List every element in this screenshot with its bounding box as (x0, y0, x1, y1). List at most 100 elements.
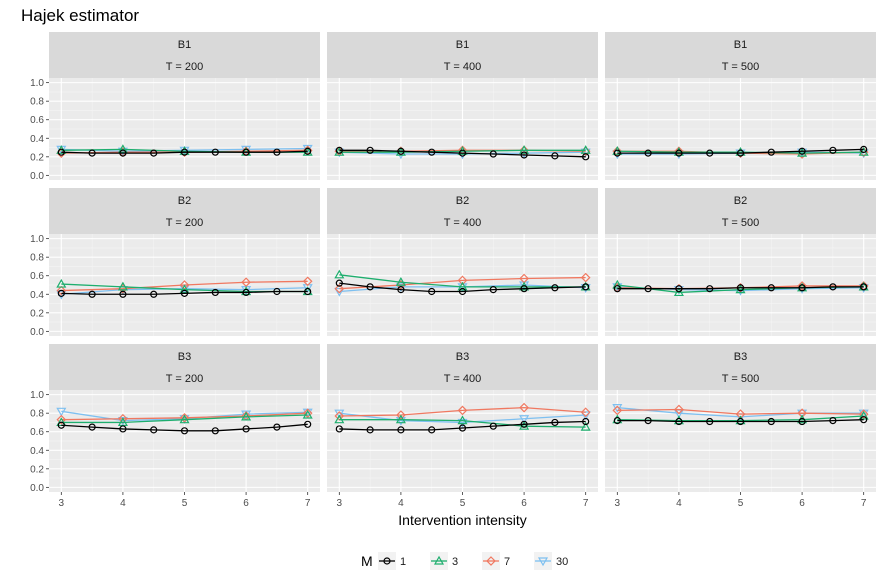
data-point-m1 (675, 417, 683, 426)
facet-strip-col-label: T = 200 (166, 217, 203, 229)
data-point-m1 (397, 147, 405, 155)
data-point-m1 (366, 426, 374, 434)
data-point-m7 (56, 414, 67, 425)
facet-strip-row-label: B1 (178, 39, 191, 51)
data-point-m3 (735, 284, 746, 294)
y-tick-label: 0.0 (30, 171, 44, 182)
data-point-m1 (211, 288, 219, 297)
data-point-m3 (673, 415, 684, 425)
data-point-m1 (88, 290, 96, 298)
data-point-m7 (612, 146, 623, 157)
data-point-m1 (798, 147, 806, 155)
facet-panel: B1 T = 500 (605, 32, 876, 180)
data-point-m1 (736, 149, 745, 157)
data-point-m1 (57, 421, 65, 429)
facet-strip (327, 344, 598, 390)
data-point-m1 (242, 425, 250, 433)
chart-title: Hajek estimator (21, 6, 139, 25)
data-point-m3 (395, 277, 406, 286)
data-point-m1 (366, 283, 374, 291)
data-point-m1 (335, 425, 343, 433)
y-tick-label: 0.2 (30, 152, 44, 163)
data-point-m7 (612, 405, 623, 416)
facet-strip (327, 32, 598, 78)
legend-title: M (361, 553, 373, 569)
data-point-m1 (520, 151, 528, 159)
data-point-m1 (57, 289, 65, 297)
data-point-m1 (520, 285, 528, 293)
data-point-m1 (860, 145, 868, 153)
facet-panel: B3 T = 400 3 4 5 6 7 (327, 344, 598, 509)
data-point-m1 (644, 417, 652, 425)
series-line-m7 (339, 276, 586, 290)
data-point-m1 (119, 149, 127, 157)
data-point-m1 (335, 279, 343, 287)
data-point-m7 (457, 405, 468, 416)
data-point-m1 (644, 149, 652, 157)
y-tick-label: 0.8 (30, 97, 44, 108)
series-line-m3 (339, 274, 586, 288)
x-tick-label: 6 (521, 498, 527, 509)
data-point-m3 (302, 409, 313, 419)
facet-panel: B2 T = 200 0.0 0.2 0.4 0.6 0.8 1.0 (30, 188, 320, 338)
series-line-m3 (61, 414, 308, 424)
data-point-m1 (180, 289, 189, 297)
data-point-m7 (241, 277, 251, 288)
data-point-m1 (397, 286, 405, 294)
data-point-m1 (582, 283, 590, 291)
data-point-m1 (458, 149, 467, 157)
series-line-m30 (61, 410, 308, 422)
x-tick-label: 3 (337, 498, 343, 509)
y-tick-label: 0.6 (30, 271, 44, 282)
facet-panel: B2 T = 400 (327, 188, 598, 336)
data-point-m1 (180, 427, 189, 435)
data-point-legend-m30 (537, 557, 549, 567)
data-point-m1 (428, 426, 436, 434)
x-tick-label: 6 (243, 498, 249, 509)
facet-strip (605, 344, 876, 390)
x-tick-label: 5 (182, 498, 188, 509)
x-tick-label: 5 (738, 498, 744, 509)
data-point-m1 (57, 148, 65, 156)
legend-label-m1: 1 (400, 556, 406, 568)
x-tick-label: 6 (799, 498, 805, 509)
data-point-legend-m7 (486, 556, 496, 566)
data-point-legend-m3 (433, 555, 445, 565)
data-point-m7 (302, 276, 313, 287)
data-point-m3 (334, 414, 345, 424)
series-line-m30 (339, 412, 586, 424)
data-point-m1 (428, 287, 436, 296)
data-point-m30 (673, 409, 684, 419)
data-point-m1 (428, 148, 436, 156)
data-point-m7 (302, 408, 313, 419)
y-tick-label: 0.8 (30, 409, 44, 420)
data-point-m1 (88, 423, 96, 431)
legend-label-m3: 3 (452, 556, 458, 568)
x-tick-label: 4 (120, 498, 126, 509)
x-tick-label: 3 (59, 498, 65, 509)
data-point-m30 (519, 415, 530, 424)
data-point-legend-m1 (383, 557, 391, 565)
data-point-m1 (520, 420, 528, 428)
series-line-m3 (617, 150, 864, 154)
data-point-m3 (241, 286, 252, 296)
y-tick-label: 0.6 (30, 115, 44, 126)
y-tick-label: 0.2 (30, 308, 44, 319)
y-tick-label: 1.0 (30, 78, 44, 89)
series-line-m1 (339, 282, 586, 293)
y-tick-label: 1.0 (30, 390, 44, 401)
data-point-m1 (860, 283, 868, 291)
series-line-m3 (339, 149, 586, 153)
series-line-m1 (617, 148, 864, 154)
data-point-m1 (829, 417, 837, 425)
data-point-m1 (489, 422, 497, 430)
data-point-m1 (489, 150, 497, 158)
facet-strip-col-label: T = 400 (444, 373, 481, 385)
legend-label-m7: 7 (504, 556, 510, 568)
y-tick-label: 0.4 (30, 134, 44, 145)
facet-strip-col-label: T = 500 (722, 373, 759, 385)
data-point-m3 (334, 146, 345, 156)
facet-panel: B2 T = 500 (605, 188, 876, 336)
y-tick-label: 0.0 (30, 483, 44, 494)
